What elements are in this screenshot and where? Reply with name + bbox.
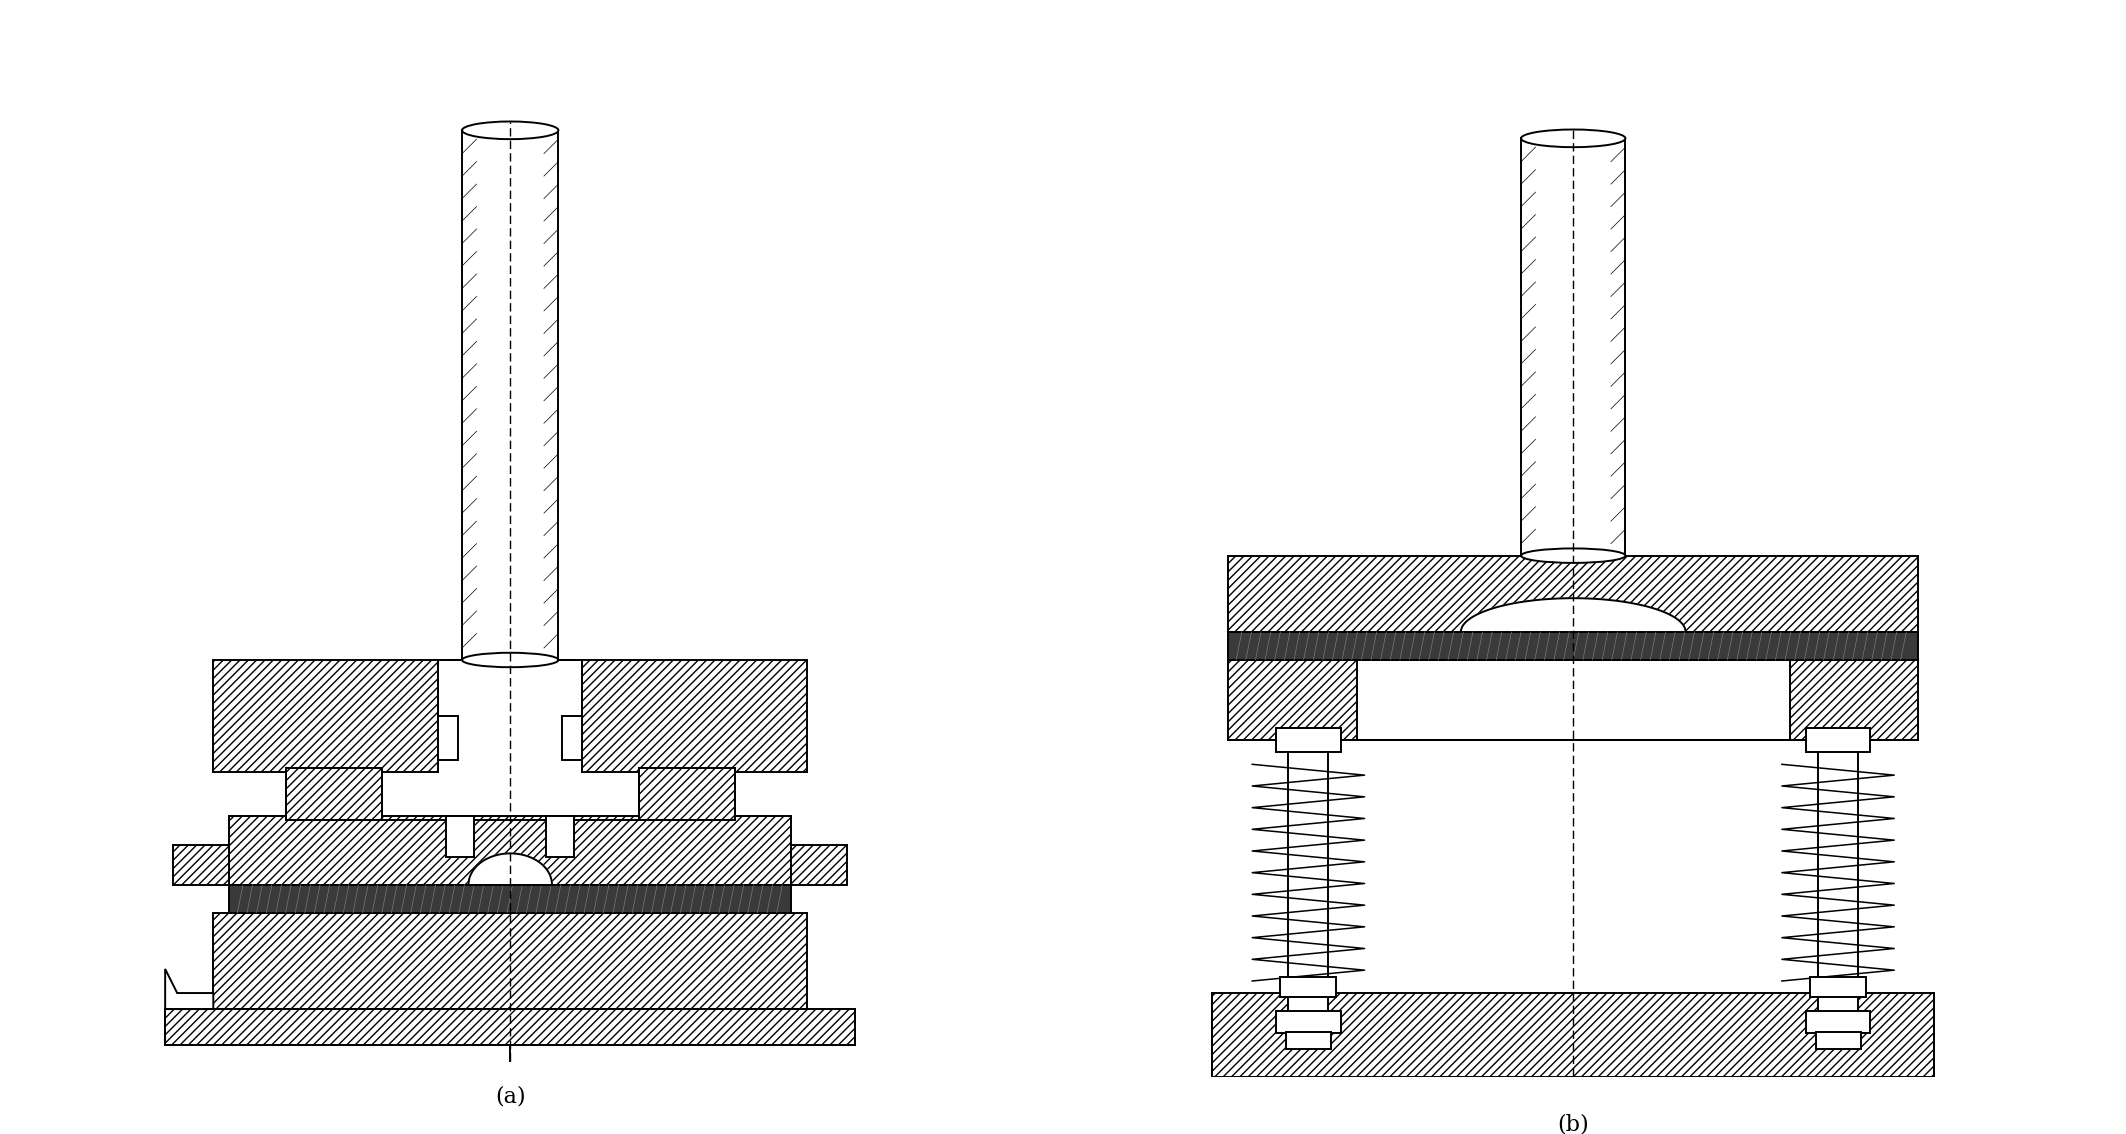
Bar [1229,556,1918,632]
Bar [1520,138,1626,556]
Polygon shape [1461,599,1686,632]
Bar [438,717,457,760]
Bar [1280,978,1337,997]
Polygon shape [468,854,553,885]
Bar [1286,1032,1331,1049]
Bar [1805,728,1871,752]
Ellipse shape [461,653,559,667]
Bar [1276,1010,1342,1033]
Bar [1229,632,1918,660]
Bar [230,816,791,885]
Bar [1356,660,1790,741]
Text: (b): (b) [1558,1114,1588,1134]
Bar [213,660,438,772]
Bar [446,816,474,856]
Bar [166,1009,855,1046]
Bar [172,845,230,885]
Bar [285,769,383,821]
Bar [1229,660,1356,741]
Text: (a): (a) [495,1085,525,1107]
Bar [583,660,808,772]
Bar [546,816,574,856]
Bar [563,717,583,760]
Bar [230,885,791,913]
Polygon shape [166,968,213,1009]
Bar [1818,728,1858,1013]
Ellipse shape [1520,129,1626,147]
Bar [461,130,559,660]
Ellipse shape [461,121,559,139]
Ellipse shape [1520,549,1626,562]
Bar [213,913,808,1009]
Bar [1212,993,1935,1077]
Bar [791,845,848,885]
Bar [1805,1010,1871,1033]
Bar [1288,728,1329,1013]
Bar [1809,978,1867,997]
Bar [1276,728,1342,752]
Bar [638,769,736,821]
Bar [1816,1032,1860,1049]
Bar [1790,660,1918,741]
